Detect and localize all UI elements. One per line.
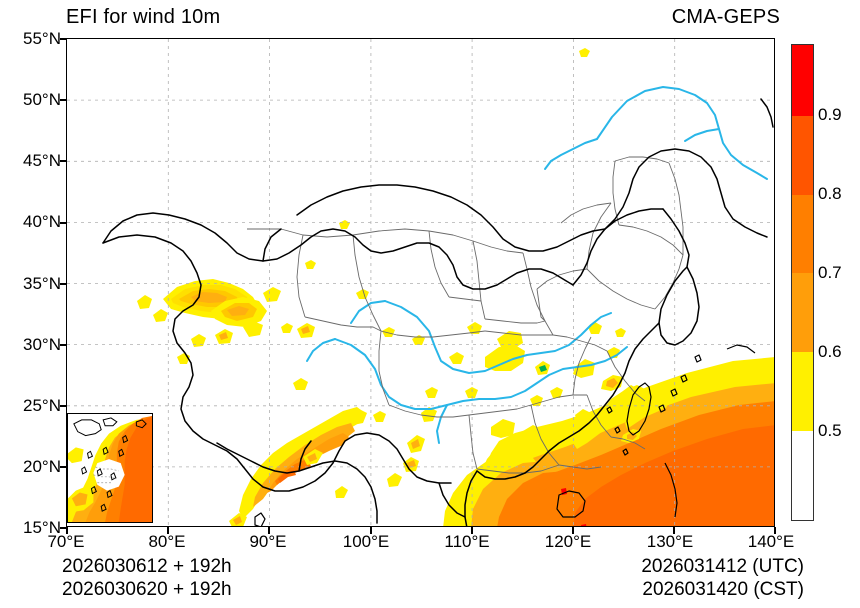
province-borders-layer xyxy=(247,156,684,474)
ytick-mark xyxy=(60,405,67,407)
xtick-mark xyxy=(370,527,372,534)
ytick-mark xyxy=(60,38,67,40)
colorbar-band-gt-0-9 xyxy=(792,45,813,116)
model-label: CMA-GEPS xyxy=(671,6,780,28)
map-plot-area xyxy=(66,38,775,527)
xtick-label: 70°E xyxy=(47,532,85,551)
xtick-mark xyxy=(774,527,776,534)
ytick-mark xyxy=(60,466,67,468)
footer-init-time-utc: 2026030612 + 192h xyxy=(62,556,232,577)
inset-efi-map xyxy=(68,414,152,522)
footer-valid-time-utc: 2026031412 (UTC) xyxy=(641,556,804,577)
xtick-label: 110°E xyxy=(444,532,490,551)
xtick-label: 80°E xyxy=(148,532,186,551)
ytick-mark xyxy=(60,160,67,162)
efi-shading-layer xyxy=(137,48,774,526)
ytick-mark xyxy=(60,222,67,224)
xtick-mark xyxy=(167,527,169,534)
xtick-label: 120°E xyxy=(544,532,592,551)
colorbar-tick-label: 0.5 xyxy=(818,421,842,440)
ytick-label: 20°N xyxy=(23,457,61,476)
colorbar-tick-label: 0.7 xyxy=(818,263,842,282)
colorbar-tick-label: 0.9 xyxy=(818,105,842,124)
xtick-mark xyxy=(66,527,68,534)
xtick-label: 130°E xyxy=(646,532,694,551)
colorbar-band-0-6-0-7 xyxy=(792,273,813,353)
xtick-mark xyxy=(268,527,270,534)
ytick-label: 15°N xyxy=(23,518,61,537)
south-china-sea-inset xyxy=(67,413,153,523)
ytick-label: 50°N xyxy=(23,90,61,109)
ytick-label: 30°N xyxy=(23,335,61,354)
ytick-label: 40°N xyxy=(23,212,61,231)
ytick-mark xyxy=(60,344,67,346)
ytick-mark xyxy=(60,99,67,101)
colorbar-tick-label: 0.6 xyxy=(818,342,842,361)
ytick-label: 45°N xyxy=(23,151,61,170)
xtick-mark xyxy=(572,527,574,534)
xtick-mark xyxy=(673,527,675,534)
xtick-label: 140°E xyxy=(747,532,795,551)
colorbar-band-0-7-0-8 xyxy=(792,194,813,274)
colorbar-band-0-8-0-9 xyxy=(792,115,813,195)
coastlines-layer xyxy=(102,98,774,526)
ytick-label: 25°N xyxy=(23,396,61,415)
ytick-mark xyxy=(60,527,67,529)
colorbar-band-0-5-0-6 xyxy=(792,352,813,432)
xtick-label: 100°E xyxy=(342,532,390,551)
colorbar-band-lt-0-5 xyxy=(792,431,813,520)
xtick-label: 90°E xyxy=(249,532,287,551)
colorbar xyxy=(791,44,814,521)
footer-init-time-cst: 2026030620 + 192h xyxy=(62,579,232,600)
footer-valid-time-cst: 2026031420 (CST) xyxy=(642,579,804,600)
ytick-mark xyxy=(60,283,67,285)
islands-layer xyxy=(254,344,756,526)
rivers-layer xyxy=(306,86,768,444)
xtick-mark xyxy=(471,527,473,534)
colorbar-tick-label: 0.8 xyxy=(818,184,842,203)
page-title: EFI for wind 10m xyxy=(66,6,221,28)
ytick-label: 35°N xyxy=(23,274,61,293)
ytick-label: 55°N xyxy=(23,29,61,48)
